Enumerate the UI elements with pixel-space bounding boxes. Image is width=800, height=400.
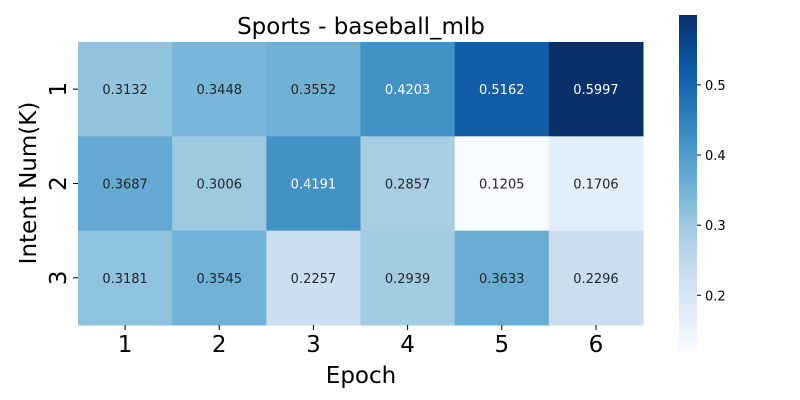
x-tick-label: 5 [494,332,509,358]
heatmap-cell [454,136,550,232]
y-axis-label: Intent Num(K) [16,102,42,265]
cell-value-label: 0.2296 [573,272,619,287]
cell-value-label: 0.3006 [197,177,243,192]
heatmap-cell [454,42,550,137]
heatmap-cell [548,230,644,326]
colorbar-tick-label: 0.5 [705,79,726,94]
heatmap-cell [172,42,267,137]
cell-value-label: 0.3552 [291,83,337,98]
cell-value-label: 0.5997 [573,83,619,98]
heatmap-cell [548,42,644,137]
y-tick-label: 3 [46,270,72,285]
heatmap-cell [360,230,456,326]
x-axis-label: Epoch [326,363,396,389]
chart-title: Sports - baseball_mlb [237,14,485,40]
cell-value-label: 0.2857 [385,177,431,192]
colorbar-tick-label: 0.4 [705,149,726,164]
cell-value-label: 0.5162 [479,83,525,98]
heatmap-cell [266,136,362,232]
heatmap-cell [360,136,456,232]
colorbar [679,15,697,351]
colorbar-ticks: 0.2 0.3 0.4 0.5 [697,79,726,304]
colorbar-tick-label: 0.3 [705,219,726,234]
y-tick-label: 2 [46,176,72,191]
y-tick-labels: 1 2 3 [46,82,78,285]
cell-value-label: 0.3687 [102,177,148,192]
cell-value-label: 0.3132 [102,83,148,98]
cell-value-label: 0.3181 [102,272,148,287]
colorbar-tick-label: 0.2 [705,289,726,304]
x-tick-labels: 1 2 3 4 5 6 [118,324,604,358]
heatmap-cell [78,136,173,232]
heatmap-cell [78,42,173,137]
heatmap-cell [172,136,267,232]
cell-value-label: 0.3545 [197,272,243,287]
heatmap-cell [454,230,550,326]
x-tick-label: 4 [400,332,415,358]
x-tick-label: 1 [118,332,133,358]
heatmap-cell [266,230,362,326]
cell-value-label: 0.1706 [573,177,619,192]
heatmap-cell [548,136,644,232]
cell-value-label: 0.2939 [385,272,431,287]
cell-value-label: 0.3448 [197,83,243,98]
heatmap-cell [172,230,267,326]
x-tick-label: 3 [306,332,321,358]
y-tick-label: 1 [46,82,72,97]
heatmap-cells: 0.3132 0.3448 0.3552 0.4203 0.5162 0.5997 0.36… [78,42,644,326]
x-tick-label: 2 [212,332,227,358]
cell-value-label: 0.3633 [479,272,525,287]
cell-value-label: 0.4203 [385,83,431,98]
cell-value-label: 0.2257 [291,272,337,287]
heatmap-cell [266,42,362,137]
x-tick-label: 6 [589,332,604,358]
heatmap-cell [78,230,173,326]
cell-value-label: 0.1205 [479,177,525,192]
heatmap-cell [360,42,456,137]
cell-value-label: 0.4191 [291,177,337,192]
